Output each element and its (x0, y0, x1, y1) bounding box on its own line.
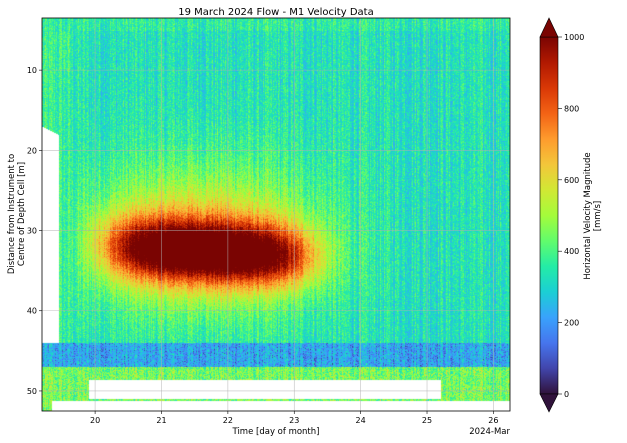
x-tick-label: 25 (422, 416, 432, 425)
plot-frame (41, 17, 511, 412)
grid-lines (42, 18, 510, 411)
y-axis-label: Distance from Instrument to Centre of De… (7, 154, 27, 274)
y-axis: 10 20 30 40 50 (27, 66, 42, 396)
colorbar-tick-label: 1000 (564, 33, 584, 42)
x-tick-label: 20 (90, 416, 100, 425)
colorbar-extend-bottom (539, 393, 559, 413)
x-tick-label: 26 (488, 416, 498, 425)
colorbar-tick-label: 0 (564, 390, 569, 399)
heatmap-plot (42, 18, 510, 411)
colorbar-label-line-2: [mm/s] (593, 201, 603, 232)
heatmap-cells (42, 18, 510, 411)
colorbar-label: Horizontal Velocity Magnitude [mm/s] (583, 152, 603, 279)
colorbar-extend-top (539, 17, 559, 38)
y-tick-label: 50 (27, 387, 37, 396)
colorbar: 0 200 400 600 800 1000 Horizontal Velocity Ma… (539, 17, 603, 413)
colorbar-tick-label: 200 (564, 319, 579, 328)
x-tick-label: 24 (356, 416, 366, 425)
y-axis-label-line-1: Distance from Instrument to (7, 154, 17, 274)
y-tick-label: 30 (27, 227, 37, 236)
colorbar-label-line-1: Horizontal Velocity Magnitude (583, 152, 593, 279)
y-tick-label: 10 (27, 66, 37, 75)
colorbar-ticks: 0 200 400 600 800 1000 (558, 33, 584, 399)
y-axis-label-line-2: Centre of Depth Cell [m] (17, 162, 27, 266)
colorbar-body (539, 36, 559, 395)
x-axis: 20 21 22 23 24 25 26 (90, 411, 498, 425)
colorbar-tick-label: 400 (564, 247, 579, 256)
y-tick-label: 40 (27, 307, 37, 316)
x-tick-label: 22 (223, 416, 233, 425)
x-axis-label: Time [day of month] (232, 427, 320, 437)
colorbar-tick-label: 600 (564, 176, 579, 185)
x-offset-label: 2024-Mar (469, 427, 510, 437)
x-tick-label: 23 (289, 416, 299, 425)
colorbar-tick-label: 800 (564, 104, 579, 113)
x-tick-label: 21 (156, 416, 166, 425)
y-tick-label: 20 (27, 146, 37, 155)
chart-title: 19 March 2024 Flow - M1 Velocity Data (178, 7, 373, 18)
